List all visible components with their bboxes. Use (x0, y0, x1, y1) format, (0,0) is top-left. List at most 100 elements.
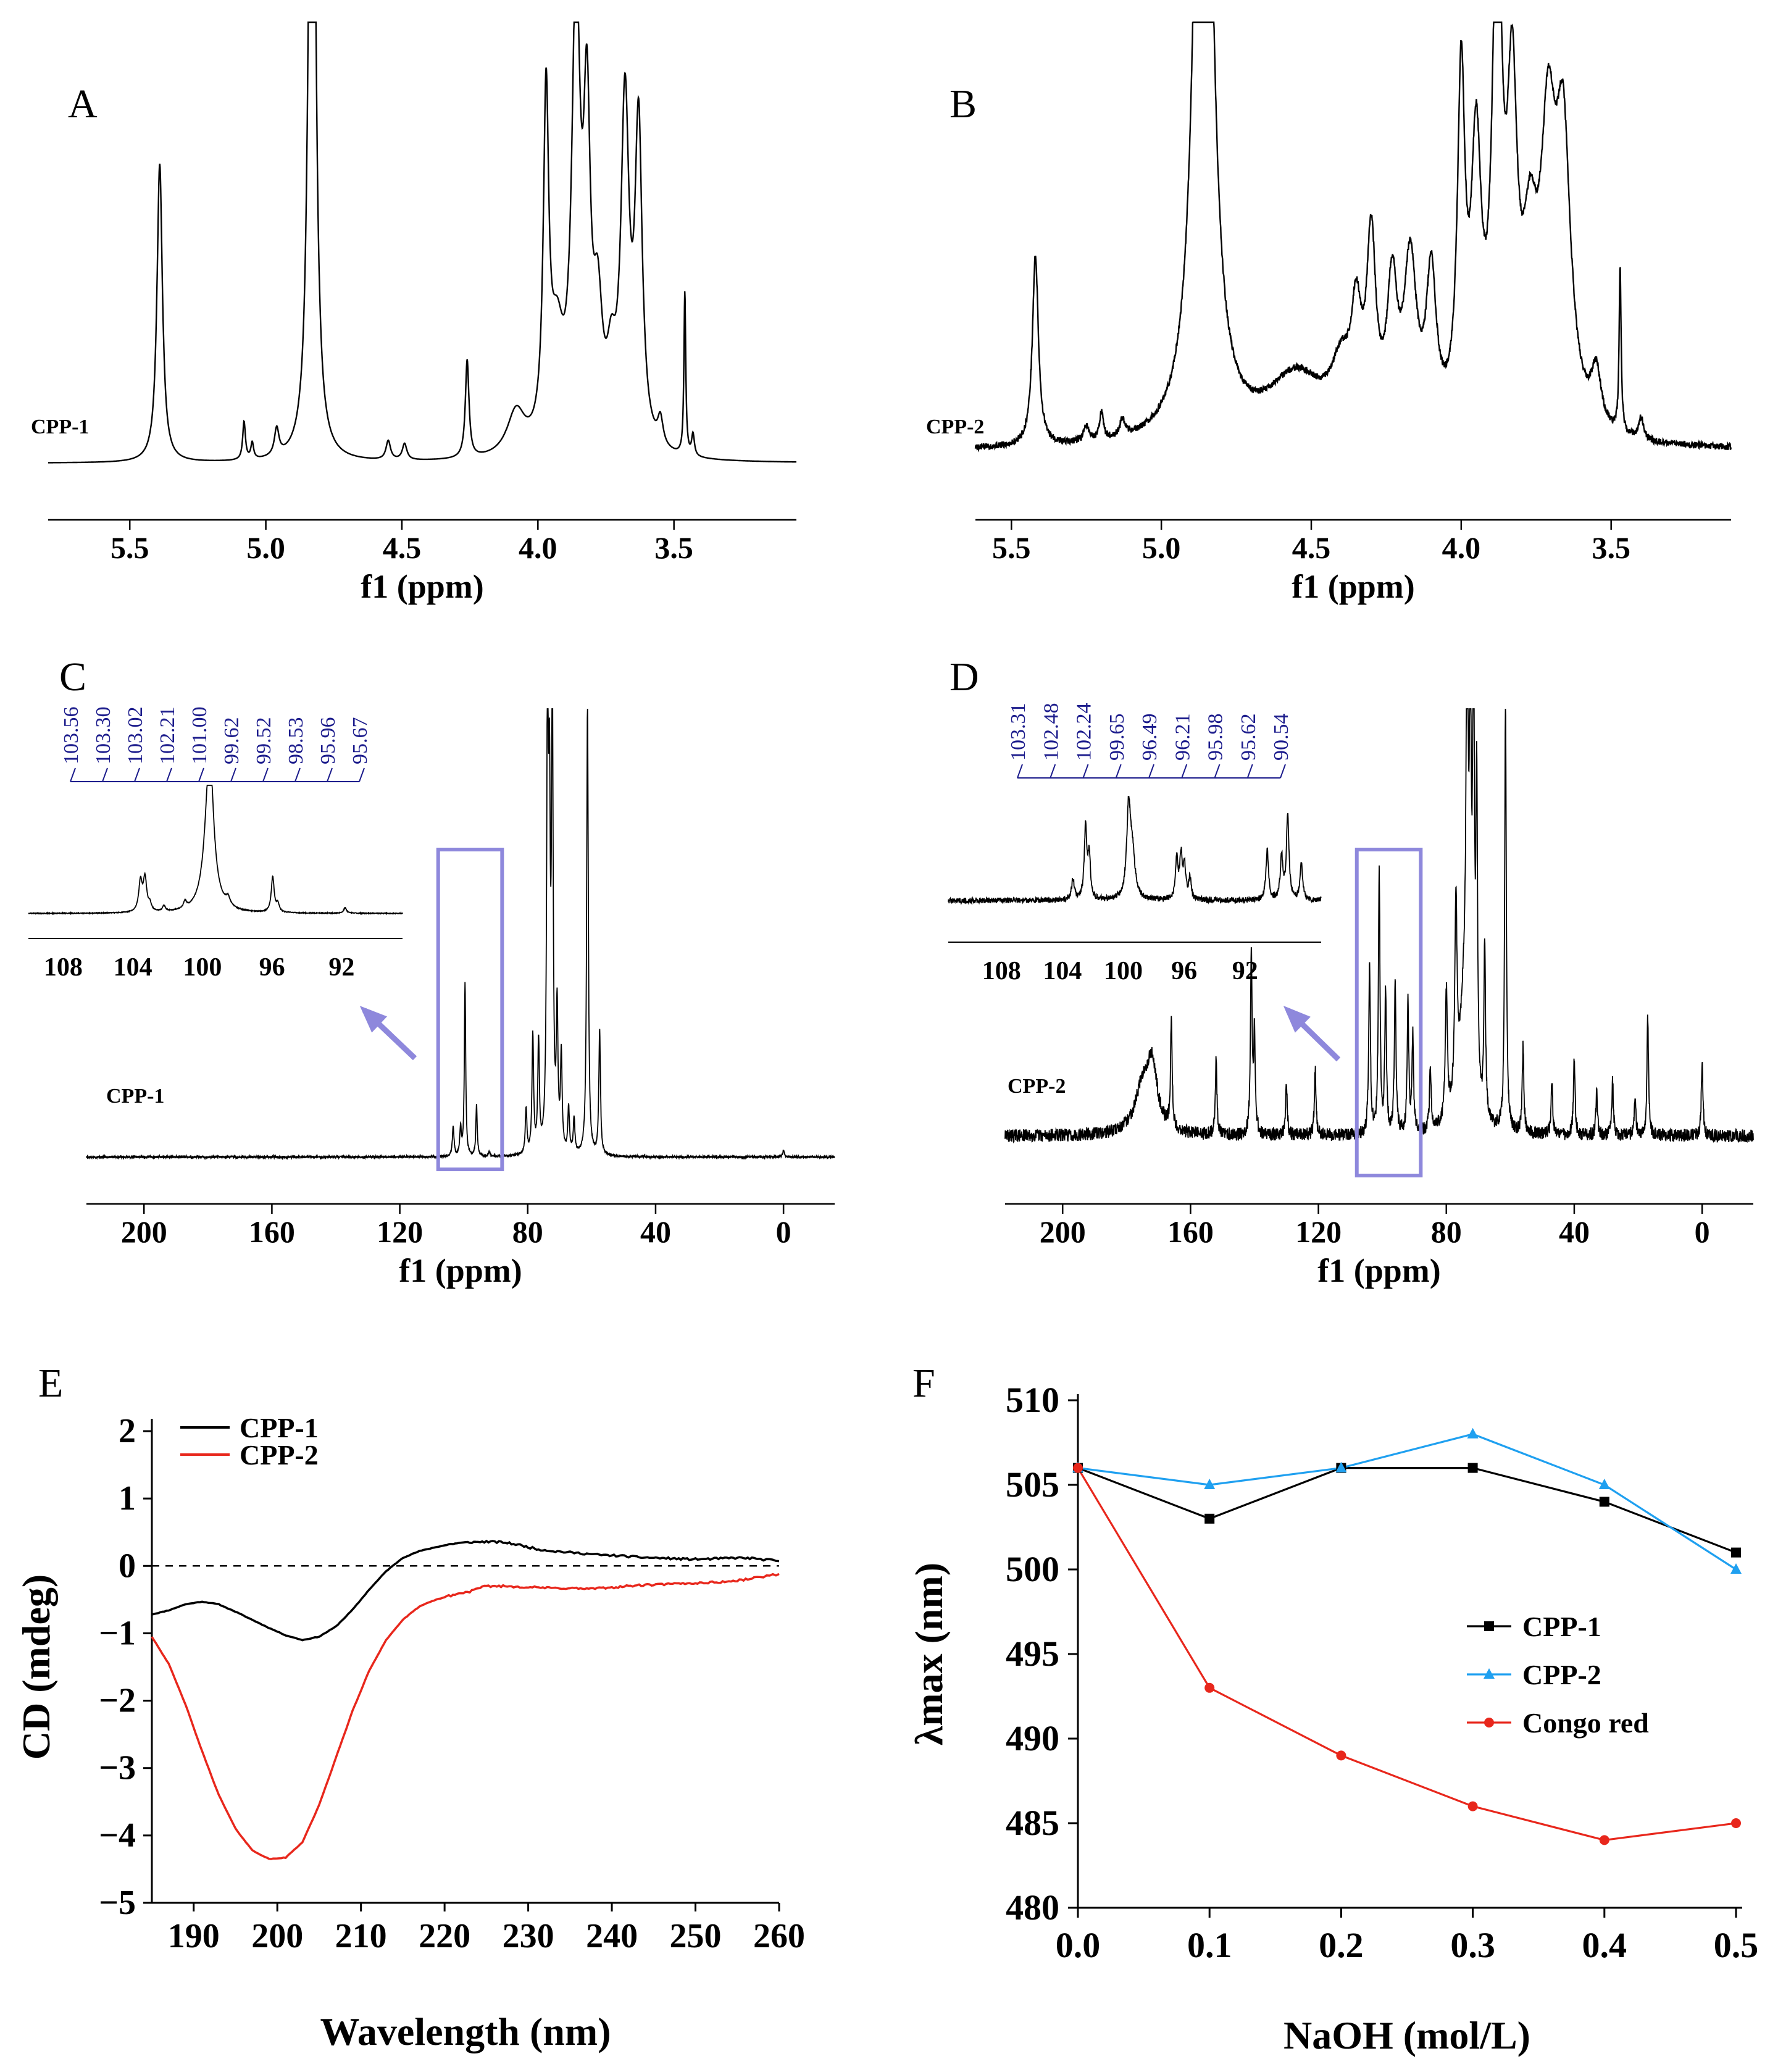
x-tick-label: 120 (377, 1214, 423, 1249)
peak-label: 98.53 (285, 717, 307, 765)
peak-label-tick (1115, 764, 1122, 779)
legend-label: Congo red (1522, 1707, 1649, 1739)
y-tick-label: −4 (99, 1816, 136, 1855)
inset-tick-label: 96 (259, 953, 285, 982)
panel-c: C CPP-1 200 160 120 80 40 0 f1 (ppm) 108 104 100 96 9… (28, 654, 835, 1289)
panel-label: E (38, 1361, 63, 1406)
sample-label: CPP-1 (31, 416, 89, 438)
inset-tick-label: 92 (328, 953, 354, 982)
legend-marker (1484, 1668, 1495, 1679)
y-axis-title: CD (mdeg) (14, 1574, 58, 1760)
series-line-cpp-1 (1077, 1467, 1737, 1554)
x-tick-label: 5.5 (111, 530, 149, 565)
highlight-box (1354, 848, 1423, 1177)
arrow-head (359, 1006, 388, 1033)
x-tick-label: 0.0 (1056, 1925, 1101, 1965)
peak-label-tick (1017, 764, 1023, 779)
x-tick-label: 5.0 (1142, 530, 1181, 565)
data-point (1335, 1461, 1347, 1473)
data-point (1204, 1513, 1215, 1524)
x-tick-label: 200 (121, 1214, 167, 1249)
data-point (1467, 1463, 1478, 1473)
peak-label-tick (1082, 764, 1089, 779)
x-axis-title: f1 (ppm) (361, 568, 484, 605)
panel-b: B CPP-2 5.5 5.0 4.5 4.0 3.5 f1 (ppm) (926, 21, 1732, 605)
inset-spectrum-line (948, 796, 1322, 906)
peak-label: 102.21 (156, 707, 179, 765)
inset-tick-label: 100 (183, 953, 222, 982)
peak-label-tick (262, 767, 269, 782)
inset-tick-label: 100 (1104, 957, 1143, 985)
data-point (1730, 1563, 1742, 1574)
highlight-box (436, 848, 504, 1171)
peak-label: 103.56 (60, 707, 83, 765)
peak-label-tick (1148, 764, 1154, 779)
peak-label-tick (230, 767, 236, 782)
data-point (1204, 1682, 1215, 1693)
x-axis-title: NaOH (mol/L) (1283, 2013, 1530, 2057)
peak-label: 99.65 (1106, 714, 1129, 761)
inset-tick-label: 92 (1232, 957, 1258, 985)
panel-label: B (950, 81, 977, 127)
series-line-congo-red (1077, 1467, 1737, 1842)
peak-label-tick (166, 767, 172, 782)
data-point (1598, 1479, 1610, 1489)
peak-label: 99.62 (220, 717, 243, 765)
x-tick-label: 190 (168, 1917, 220, 1955)
inset-tick-label: 104 (114, 953, 152, 982)
peak-label-tick (134, 767, 140, 782)
data-point (1204, 1479, 1216, 1489)
peak-label: 95.98 (1204, 714, 1227, 761)
panel-label: A (68, 81, 98, 127)
peak-label-tick (1280, 764, 1286, 779)
peak-label-tick (1246, 764, 1253, 779)
series-line-cpp-2 (1077, 1433, 1737, 1571)
sample-label: CPP-2 (1008, 1075, 1066, 1098)
peak-label-tick (359, 767, 365, 782)
peak-label-tick (1214, 764, 1221, 779)
peak-label: 95.67 (349, 717, 372, 765)
series-line-cpp-2 (151, 1573, 780, 1860)
x-tick-label: 160 (1167, 1214, 1214, 1249)
x-tick-label: 40 (640, 1214, 671, 1249)
spectrum-line (1004, 708, 1754, 1144)
legend-label: CPP-2 (240, 1439, 319, 1471)
panel-label: C (59, 654, 86, 700)
sample-label: CPP-1 (106, 1085, 164, 1108)
x-tick-label: 0.3 (1450, 1925, 1495, 1965)
sample-label: CPP-2 (926, 416, 984, 438)
peak-label: 103.30 (92, 707, 115, 765)
y-axis-title: λmax (nm) (907, 1563, 951, 1745)
x-tick-label: 210 (335, 1917, 387, 1955)
spectrum-line (86, 708, 835, 1161)
y-tick-label: 480 (1006, 1887, 1059, 1928)
x-axis-title: f1 (ppm) (399, 1252, 522, 1289)
peak-label: 99.52 (253, 717, 275, 765)
x-tick-label: 260 (753, 1917, 805, 1955)
legend-label: CPP-2 (1522, 1659, 1601, 1690)
y-tick-label: 510 (1006, 1380, 1059, 1420)
y-tick-label: −3 (99, 1749, 136, 1787)
x-tick-label: 5.5 (992, 530, 1031, 565)
x-tick-label: 4.0 (1442, 530, 1481, 565)
peak-label: 103.31 (1007, 703, 1030, 761)
y-tick-label: −1 (99, 1614, 136, 1652)
x-tick-label: 40 (1559, 1214, 1590, 1249)
x-tick-label: 4.0 (519, 530, 557, 565)
x-tick-label: 250 (670, 1917, 722, 1955)
x-tick-label: 0.2 (1319, 1925, 1364, 1965)
arrow-head (1283, 1006, 1311, 1033)
x-tick-label: 4.5 (1292, 530, 1331, 565)
x-tick-label: 4.5 (383, 530, 422, 565)
y-tick-label: 505 (1006, 1464, 1059, 1505)
peak-label: 90.54 (1270, 714, 1293, 761)
data-point (1731, 1547, 1741, 1558)
inset-spectrum-line (28, 785, 403, 916)
peak-label: 101.00 (188, 707, 211, 765)
peak-label-tick (198, 767, 204, 782)
data-point (1467, 1801, 1478, 1811)
x-tick-label: 230 (503, 1917, 554, 1955)
y-tick-label: 495 (1006, 1634, 1059, 1674)
